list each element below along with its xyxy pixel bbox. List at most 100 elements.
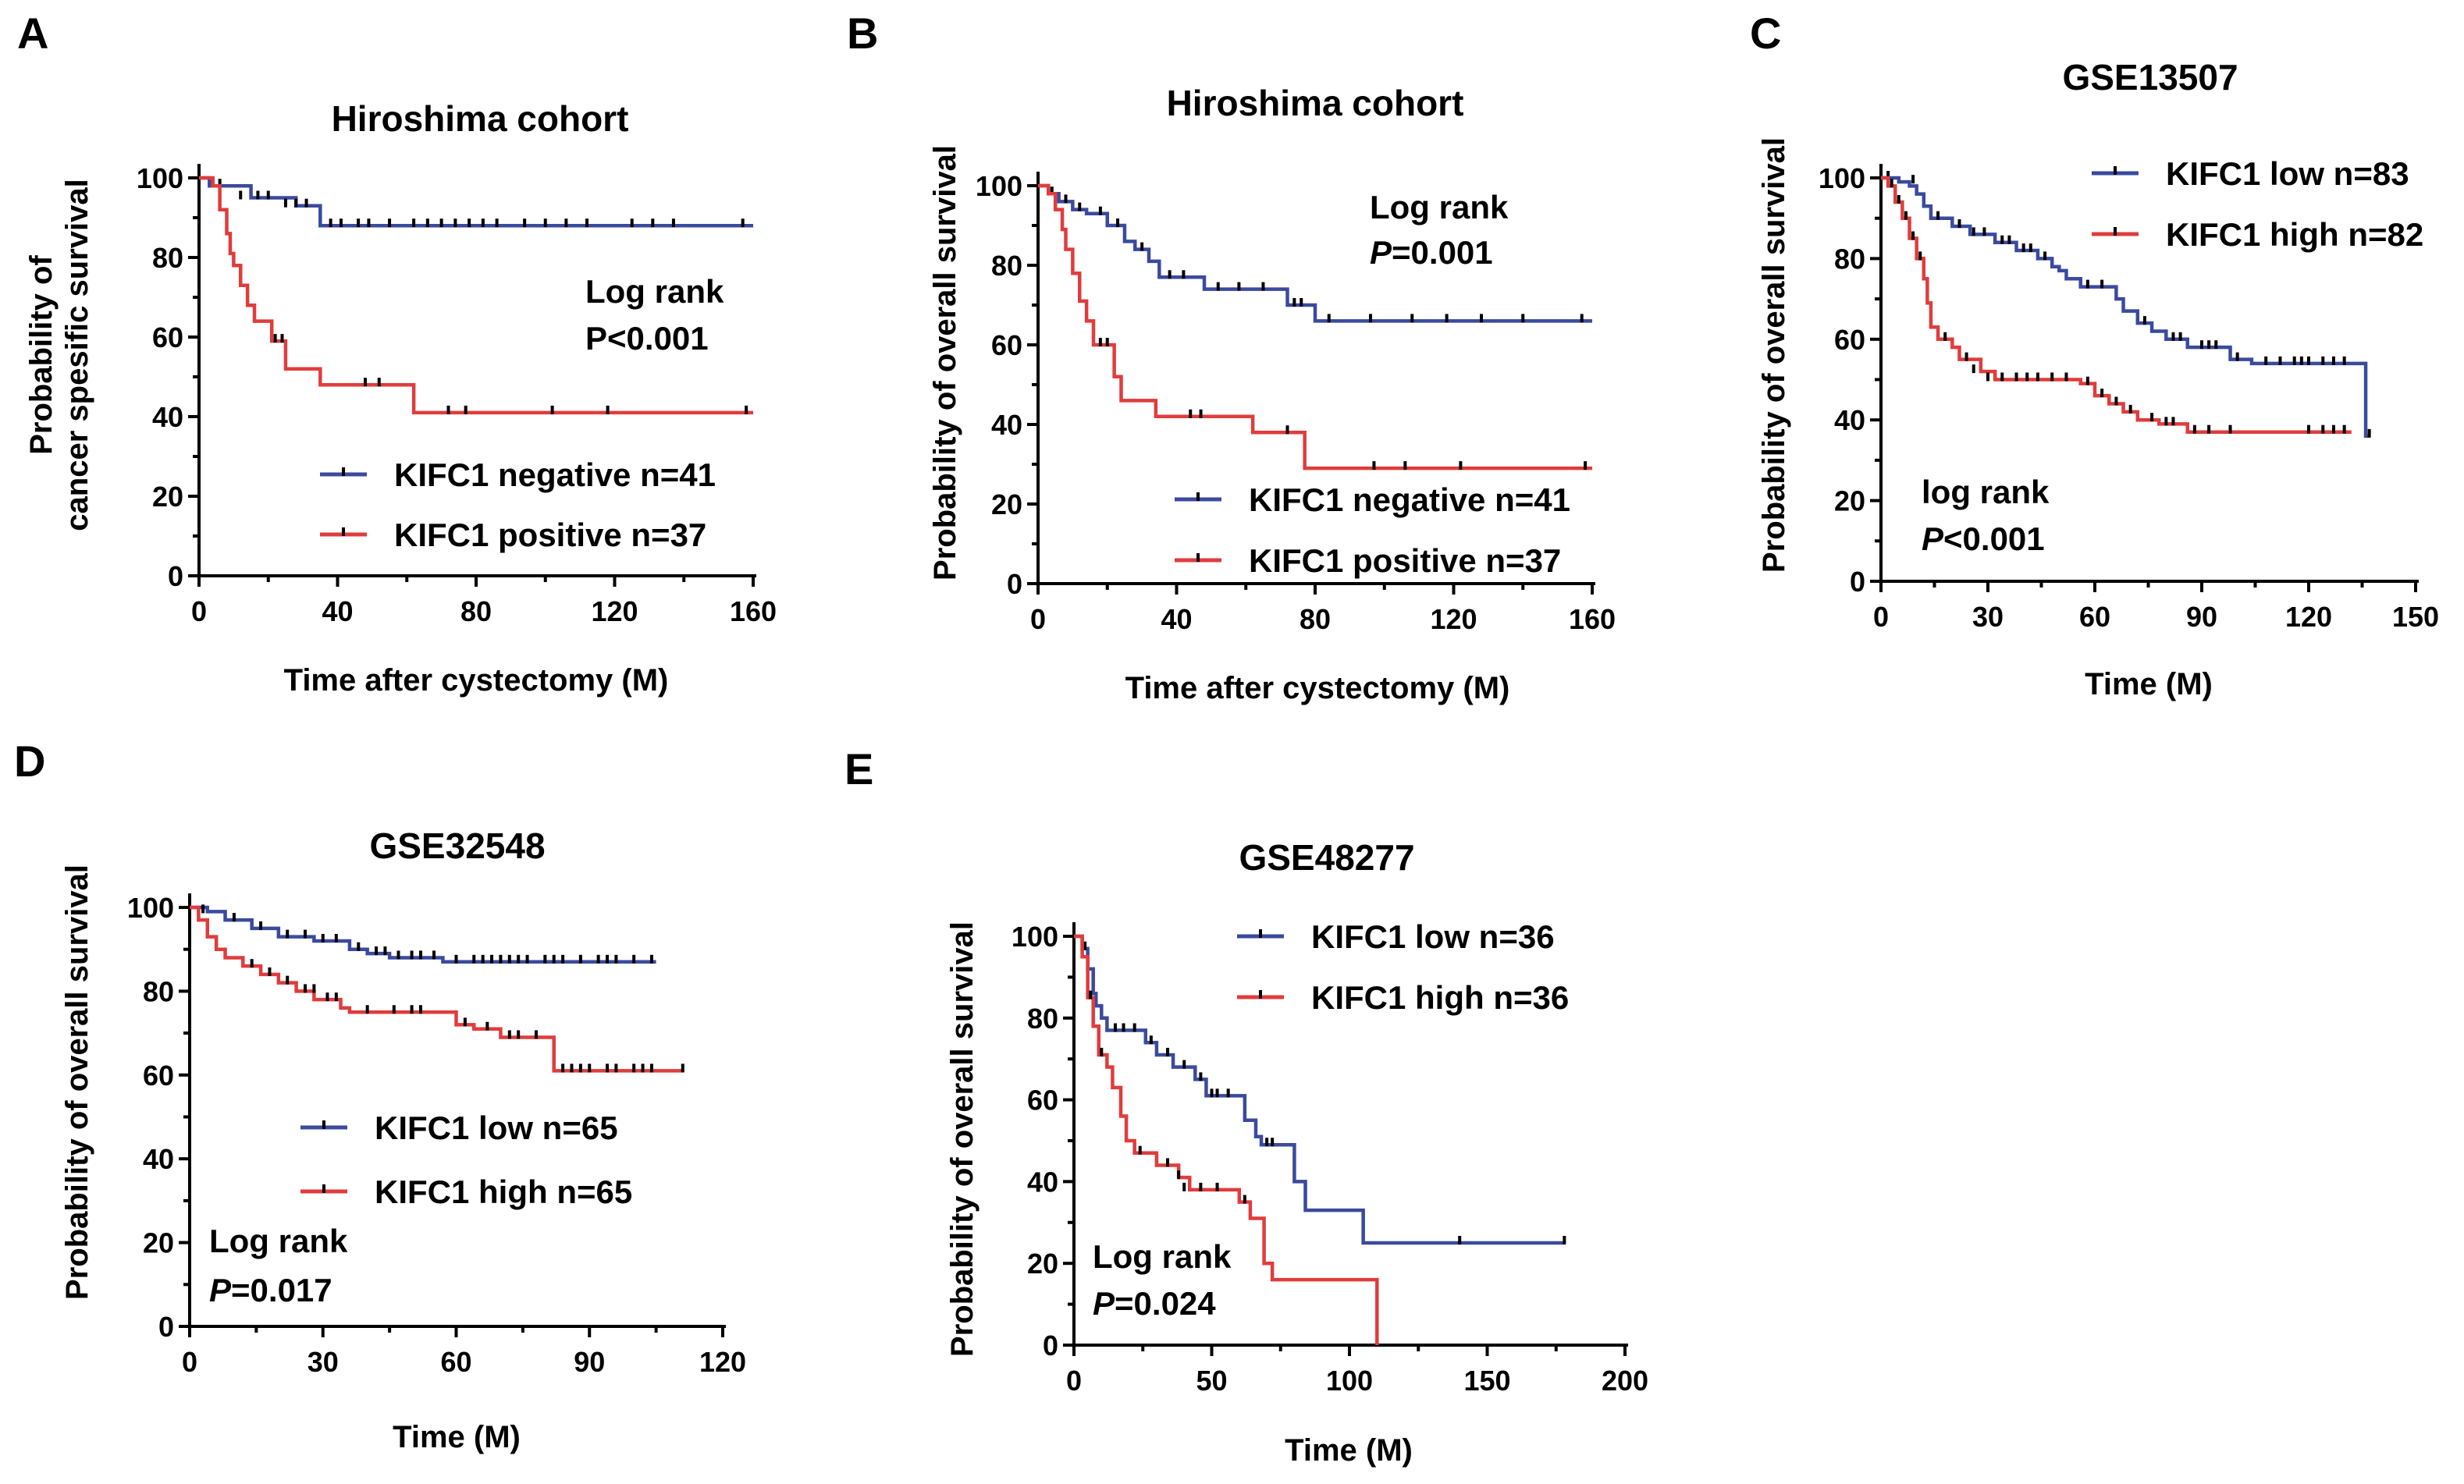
panel-letter: B — [847, 9, 878, 58]
y-tick-label: 40 — [143, 1143, 174, 1175]
y-tick-label: 80 — [152, 242, 183, 274]
legend-label: KIFC1 negative n=41 — [1249, 481, 1570, 518]
panel-B: B Hiroshima cohort 0 20 40 60 80 100 0 40 80 120 160… — [847, 9, 1616, 705]
legend-item: KIFC1 positive n=37 — [1175, 542, 1561, 579]
x-tick-label: 40 — [322, 595, 353, 627]
panel-C: C GSE13507 0 20 40 60 80 100 0 30 60 90 120 150 Time (… — [1750, 9, 2439, 701]
survival-curve-group2 — [199, 176, 753, 415]
y-tick-label: 0 — [1850, 566, 1865, 598]
y-tick-label: 20 — [143, 1227, 174, 1259]
x-tick-label: 0 — [1066, 1365, 1082, 1397]
x-tick-label: 120 — [699, 1346, 746, 1378]
y-tick-label: 80 — [143, 975, 174, 1007]
y-tick-label: 0 — [158, 1311, 174, 1343]
legend-label: KIFC1 positive n=37 — [1249, 542, 1561, 579]
legend-label: KIFC1 positive n=37 — [394, 517, 706, 553]
y-tick-label: 60 — [1027, 1085, 1058, 1117]
x-tick-label: 100 — [1326, 1365, 1373, 1397]
x-axis-label: Time (M) — [393, 1420, 521, 1454]
x-tick-label: 90 — [574, 1346, 605, 1378]
legend-label: KIFC1 high n=65 — [375, 1173, 632, 1210]
p-value-label: P<0.001 — [585, 320, 709, 357]
x-tick-label: 120 — [591, 595, 638, 627]
y-tick-label: 0 — [1007, 568, 1022, 600]
panel-letter: A — [17, 9, 48, 58]
legend-label: KIFC1 low n=83 — [2166, 155, 2409, 192]
x-tick-label: 0 — [1030, 603, 1046, 635]
survival-curve-group1 — [190, 905, 656, 964]
x-tick-label: 90 — [2186, 601, 2217, 633]
y-tick-label: 20 — [991, 488, 1022, 520]
legend-item: KIFC1 negative n=41 — [320, 456, 716, 493]
y-axis-label: cancer spesific survival — [60, 179, 94, 531]
x-tick-label: 60 — [2079, 601, 2110, 633]
legend-item: KIFC1 positive n=37 — [320, 517, 706, 553]
x-tick-label: 160 — [1569, 603, 1616, 635]
y-axis-label: Probability of overall survival — [60, 864, 94, 1300]
log-rank-label: log rank — [1922, 474, 2050, 510]
log-rank-label: Log rank — [1093, 1238, 1232, 1275]
y-axis-label: Probability of overall survival — [945, 921, 980, 1357]
y-tick-label: 60 — [991, 329, 1022, 361]
x-tick-label: 30 — [308, 1346, 339, 1378]
y-tick-label: 100 — [1012, 921, 1058, 953]
x-tick-label: 30 — [1972, 601, 2004, 633]
survival-curve-group1 — [1881, 176, 2370, 438]
legend-item: KIFC1 high n=36 — [1237, 979, 1569, 1016]
y-axis-label: Probability of overall survival — [928, 145, 962, 580]
panel-E: E GSE48277 0 20 40 60 80 100 0 50 100 150 200 Time (M… — [844, 744, 1648, 1468]
x-tick-label: 80 — [460, 595, 492, 627]
y-tick-label: 20 — [152, 481, 183, 513]
y-tick-label: 40 — [991, 409, 1022, 441]
x-axis-label: Time (M) — [2085, 667, 2213, 701]
y-tick-label: 100 — [976, 170, 1022, 202]
panel-letter: C — [1750, 9, 1781, 58]
log-rank-label: Log rank — [585, 273, 724, 310]
y-tick-label: 40 — [1027, 1166, 1058, 1198]
legend-item: KIFC1 low n=83 — [2092, 155, 2409, 192]
legend-label: KIFC1 high n=82 — [2166, 216, 2423, 253]
panel-D: D GSE32548 0 20 40 60 80 100 0 30 60 90 120 Time (M) P… — [14, 737, 746, 1454]
y-tick-label: 0 — [168, 560, 183, 592]
x-tick-label: 0 — [1873, 601, 1889, 633]
x-tick-label: 60 — [440, 1346, 471, 1378]
survival-curve-group1 — [1074, 934, 1565, 1245]
legend-label: KIFC1 negative n=41 — [394, 456, 716, 493]
panel-A: A Hiroshima cohort 0 20 40 60 80 100 0 40 80 120 160… — [17, 9, 777, 698]
y-tick-label: 80 — [991, 250, 1022, 282]
p-value-label: P=0.001 — [1370, 234, 1493, 271]
log-rank-label: Log rank — [209, 1223, 348, 1259]
x-tick-label: 120 — [1430, 603, 1477, 635]
y-tick-label: 100 — [127, 892, 174, 924]
y-tick-label: 40 — [152, 401, 183, 433]
y-axis-label: Probability of — [24, 255, 59, 455]
x-tick-label: 0 — [191, 595, 207, 627]
x-tick-label: 200 — [1602, 1365, 1648, 1397]
y-tick-label: 60 — [1834, 324, 1865, 356]
x-tick-label: 40 — [1161, 603, 1192, 635]
x-tick-label: 50 — [1196, 1365, 1227, 1397]
y-tick-label: 20 — [1027, 1248, 1058, 1280]
x-tick-label: 150 — [2392, 601, 2439, 633]
y-tick-label: 100 — [137, 162, 183, 194]
survival-curve-group2 — [1881, 176, 2352, 434]
legend-item: KIFC1 low n=36 — [1237, 918, 1555, 955]
legend-item: KIFC1 high n=65 — [300, 1173, 632, 1210]
y-tick-label: 60 — [152, 321, 183, 353]
panel-letter: D — [14, 737, 45, 786]
x-tick-label: 120 — [2285, 601, 2332, 633]
legend-label: KIFC1 high n=36 — [1311, 979, 1569, 1016]
survival-curve-group2 — [1074, 934, 1379, 1345]
y-tick-label: 100 — [1819, 162, 1865, 194]
y-tick-label: 80 — [1027, 1003, 1058, 1035]
chart-title: Hiroshima cohort — [1167, 83, 1464, 123]
legend-item: KIFC1 negative n=41 — [1175, 481, 1570, 518]
legend-label: KIFC1 low n=65 — [375, 1109, 618, 1146]
y-tick-label: 0 — [1043, 1330, 1058, 1362]
survival-curve-group2 — [1038, 183, 1592, 470]
x-axis-label: Time after cystectomy (M) — [284, 663, 669, 698]
chart-title: GSE48277 — [1239, 837, 1414, 878]
x-axis-label: Time after cystectomy (M) — [1125, 671, 1510, 705]
x-tick-label: 80 — [1300, 603, 1331, 635]
